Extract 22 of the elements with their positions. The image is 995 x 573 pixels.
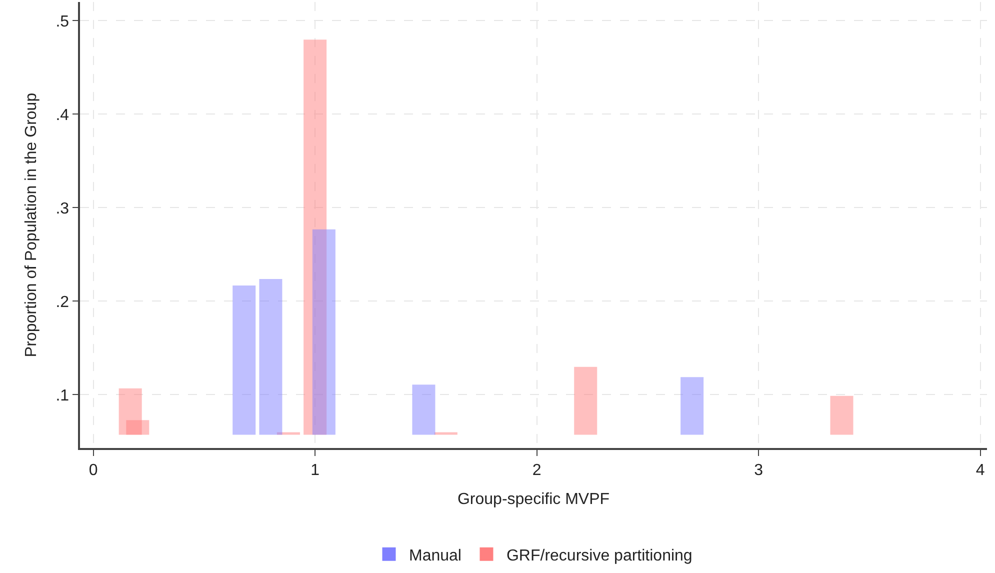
- x-tick-label: 0: [88, 462, 98, 479]
- y-tick-label: .5: [56, 13, 70, 30]
- y-tick-label: .1: [56, 387, 70, 404]
- x-tick-label: 4: [976, 462, 985, 479]
- bar: [830, 396, 854, 435]
- legend-label: GRF/recursive partitioning: [506, 547, 692, 564]
- bar: [412, 384, 436, 435]
- x-tick-label: 3: [754, 462, 764, 479]
- bar: [259, 278, 282, 435]
- bar: [126, 420, 150, 435]
- bar: [574, 366, 598, 435]
- legend-label: Manual: [409, 547, 462, 564]
- x-tick-label: 1: [310, 462, 320, 479]
- y-tick-label: .3: [56, 200, 70, 218]
- y-tick-label: .2: [56, 294, 70, 311]
- bar: [312, 229, 336, 435]
- x-axis-title: Group-specific MVPF: [457, 491, 610, 508]
- y-tick-label: .4: [56, 106, 70, 124]
- x-tick-label: 2: [532, 462, 542, 479]
- y-axis-title: Proportion of Population in the Group: [23, 92, 40, 358]
- bar: [680, 377, 704, 435]
- bar: [232, 285, 256, 435]
